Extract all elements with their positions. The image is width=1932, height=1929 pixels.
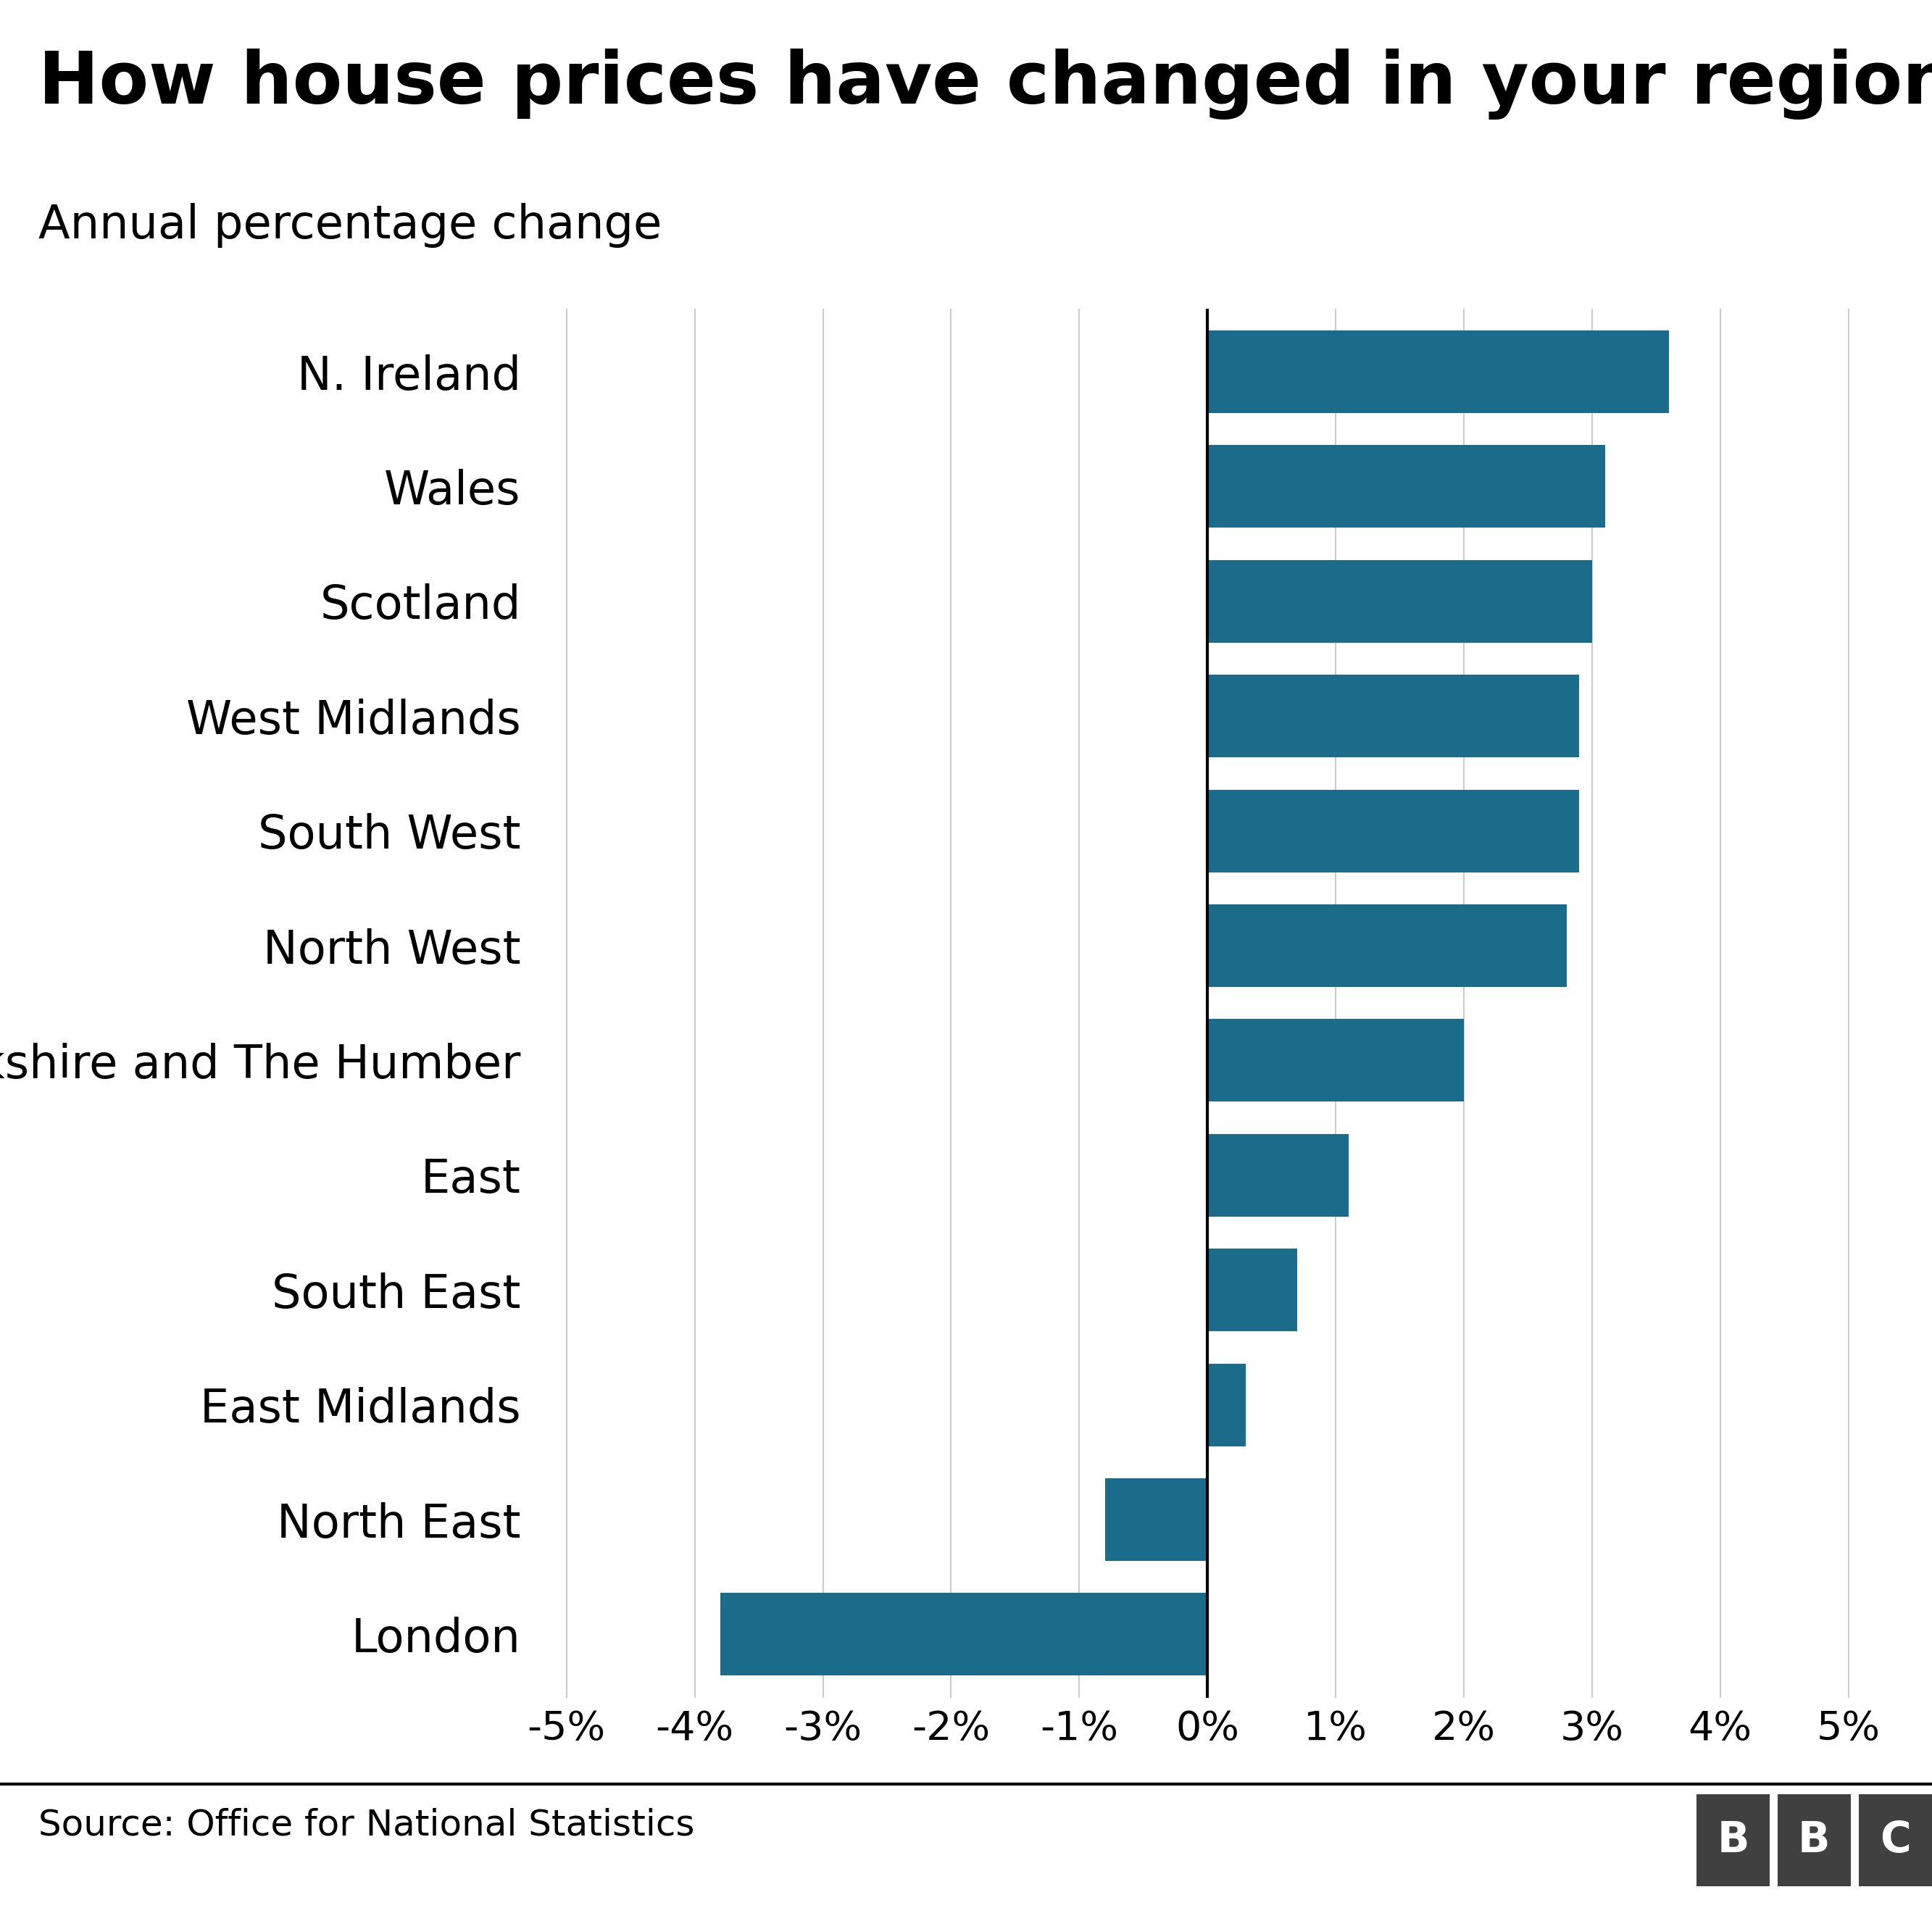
Bar	[1208, 1248, 1296, 1331]
Text: B: B	[1799, 1819, 1830, 1861]
Bar	[721, 1593, 1208, 1676]
Bar	[1208, 559, 1592, 642]
Text: C: C	[1880, 1819, 1911, 1861]
Bar	[1208, 905, 1567, 988]
Bar	[1208, 446, 1605, 529]
Bar	[1208, 789, 1578, 872]
Text: Source: Office for National Statistics: Source: Office for National Statistics	[39, 1807, 696, 1842]
Bar	[1208, 1364, 1246, 1447]
Bar	[1208, 1019, 1464, 1101]
Bar	[1208, 675, 1578, 758]
Text: How house prices have changed in your region: How house prices have changed in your re…	[39, 48, 1932, 120]
Text: Annual percentage change: Annual percentage change	[39, 203, 663, 247]
Text: B: B	[1718, 1819, 1748, 1861]
Bar	[1208, 1134, 1349, 1217]
Bar	[1208, 330, 1669, 413]
Bar	[1105, 1478, 1208, 1561]
